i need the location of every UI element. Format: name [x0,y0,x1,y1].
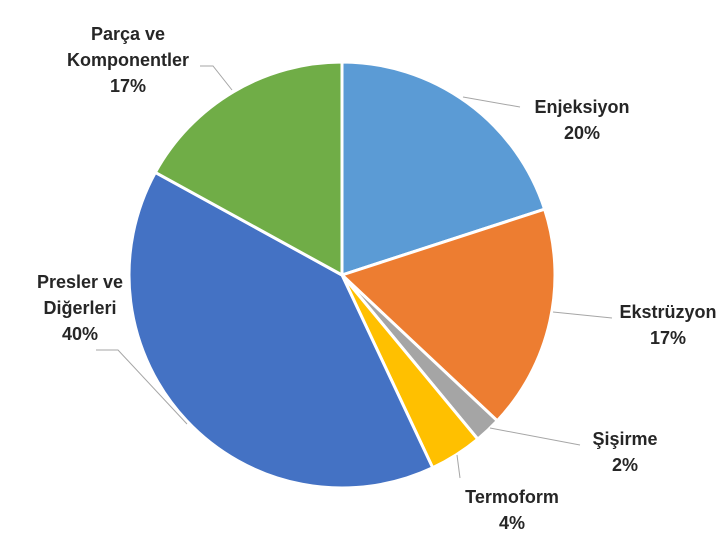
slice-label: Termoform 4% [442,484,582,536]
pie-slice [153,60,344,278]
leader-line [96,349,188,425]
value-label: 4% [498,513,525,533]
value-label: 40% [61,324,99,344]
category-name: Enjeksiyon [534,97,630,117]
value-label: 17% [109,76,147,96]
value-label: 20% [563,123,601,143]
leader-line [489,427,581,446]
pie-slice [339,207,557,423]
slice-label: Parça ve Komponentler 17% [56,21,201,99]
pie-slice [127,170,435,490]
slice-label: Presler ve Diğerleri 40% [23,269,138,347]
slice-label: Enjeksiyon 20% [512,94,652,146]
leader-line [200,65,233,91]
category-name: Presler ve Diğerleri [36,272,124,318]
value-label: 2% [611,455,638,475]
category-name: Parça ve Komponentler [66,24,189,70]
slice-label: Şişirme 2% [575,426,675,478]
leader-line [552,311,613,319]
category-name: Şişirme [592,429,658,449]
slice-label: Ekstrüzyon 17% [598,299,727,351]
leader-line [462,96,521,108]
pie-slice [340,60,547,278]
value-label: 17% [649,328,687,348]
category-name: Ekstrüzyon [619,302,717,322]
leader-line [456,454,461,479]
category-name: Termoform [465,487,559,507]
